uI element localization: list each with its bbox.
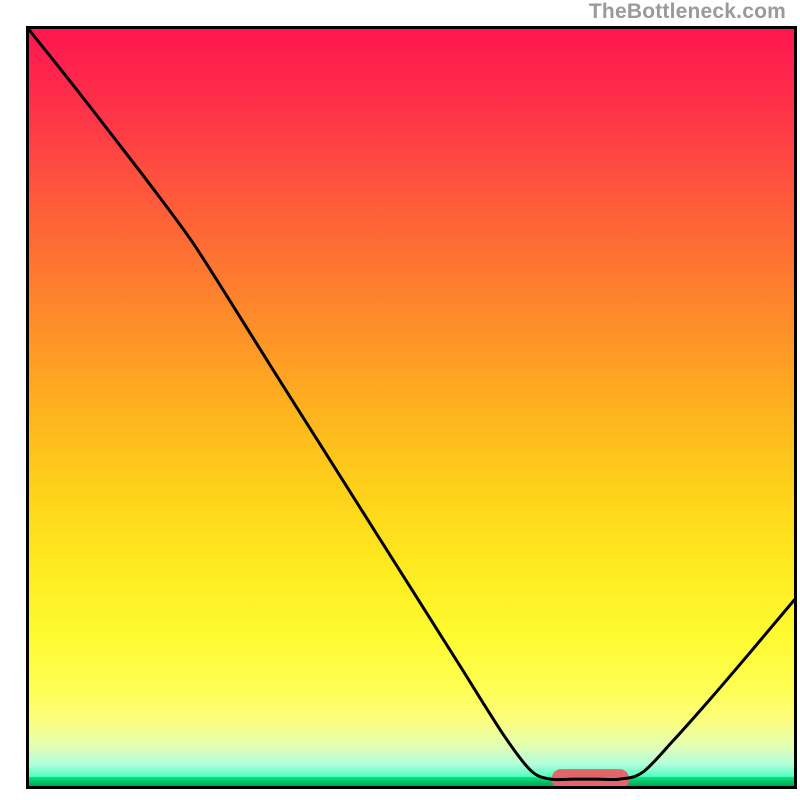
plot-area — [26, 26, 797, 789]
chart-container: TheBottleneck.com — [0, 0, 800, 800]
watermark-label: TheBottleneck.com — [589, 0, 786, 24]
plot-svg — [26, 26, 797, 789]
gradient-background — [26, 26, 797, 789]
